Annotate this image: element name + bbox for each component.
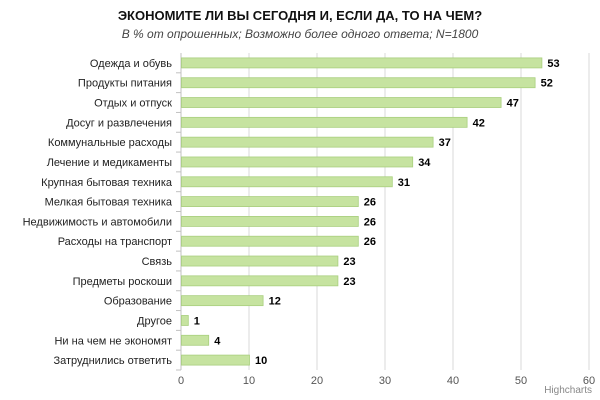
category-label: Мелкая бытовая техника — [45, 197, 173, 209]
data-label: 53 — [547, 58, 559, 70]
category-label: Предметы роскоши — [73, 276, 172, 288]
category-label: Лечение и медикаменты — [47, 157, 172, 169]
data-label: 34 — [418, 157, 431, 169]
data-label: 26 — [364, 216, 376, 228]
category-label: Досуг и развлечения — [66, 117, 172, 129]
data-label: 47 — [507, 98, 519, 110]
x-tick-label: 50 — [515, 375, 527, 387]
category-label: Продукты питания — [78, 78, 172, 90]
bar — [181, 216, 359, 227]
category-label: Связь — [142, 256, 173, 268]
data-label: 1 — [194, 315, 200, 327]
data-label: 26 — [364, 197, 376, 209]
bar — [181, 235, 359, 247]
bar — [181, 334, 210, 346]
bar — [181, 77, 536, 89]
highcharts-credits[interactable]: Highcharts — [544, 385, 592, 396]
category-label: Затруднились ответить — [53, 355, 172, 367]
bar — [181, 156, 414, 168]
x-tick-label: 60 — [583, 375, 595, 387]
x-tick-label: 10 — [243, 375, 255, 387]
data-label: 31 — [398, 177, 410, 189]
data-label: 4 — [214, 335, 221, 347]
data-label: 52 — [541, 78, 553, 90]
category-label: Образование — [104, 296, 172, 308]
x-tick-label: 40 — [447, 375, 459, 387]
data-label: 42 — [473, 117, 485, 129]
x-tick-label: 30 — [379, 375, 391, 387]
category-label: Коммунальные расходы — [48, 137, 172, 149]
bar — [181, 295, 264, 307]
chart-title: ЭКОНОМИТЕ ЛИ ВЫ СЕГОДНЯ И, ЕСЛИ ДА, ТО Н… — [117, 8, 483, 23]
data-label: 26 — [364, 236, 376, 248]
bar — [181, 275, 339, 287]
bar — [181, 315, 189, 326]
data-label: 37 — [439, 137, 451, 149]
category-label: Другое — [137, 315, 172, 327]
category-label: Крупная бытовая техника — [41, 177, 173, 189]
x-tick-label: 0 — [178, 375, 184, 387]
data-label: 10 — [255, 355, 267, 367]
bar — [181, 196, 359, 207]
bar — [181, 97, 502, 108]
bar — [181, 255, 339, 267]
category-label: Недвижимость и автомобили — [23, 216, 172, 228]
data-label: 23 — [343, 256, 355, 268]
bar — [181, 354, 250, 366]
data-label: 12 — [269, 296, 281, 308]
category-label: Одежда и обувь — [90, 58, 172, 70]
category-label: Отдых и отпуск — [94, 98, 172, 110]
category-label: Расходы на транспорт — [58, 236, 172, 248]
x-tick-label: 20 — [311, 375, 323, 387]
bar — [181, 176, 393, 188]
chart-subtitle: В % от опрошенных; Возможно более одного… — [121, 27, 479, 41]
data-label: 23 — [343, 276, 355, 288]
bar — [181, 116, 468, 128]
bar — [181, 57, 543, 69]
bar — [181, 136, 434, 148]
category-label: Ни на чем не экономят — [54, 335, 172, 347]
